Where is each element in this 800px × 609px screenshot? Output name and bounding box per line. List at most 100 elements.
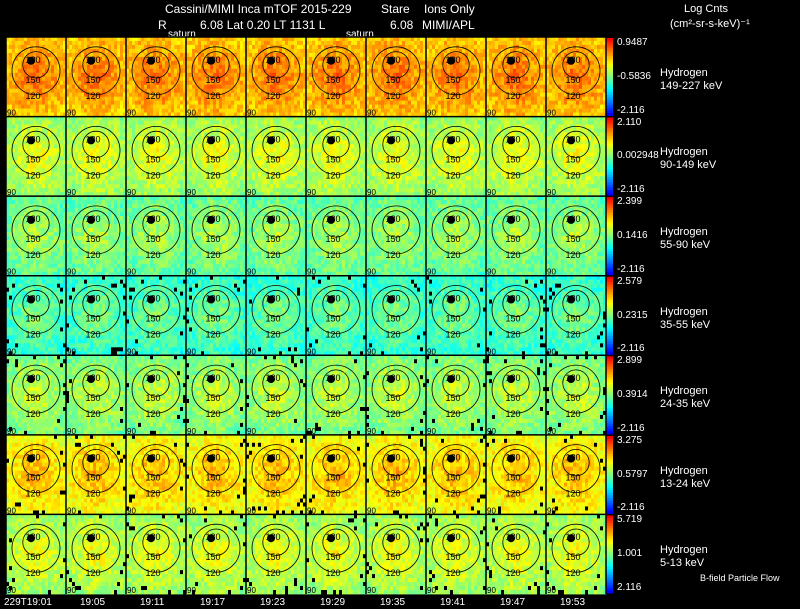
heatmap-pixel (66, 64, 70, 70)
heatmap-pixel (345, 64, 349, 70)
heatmap-pixel (9, 84, 13, 90)
heatmap-pixel (42, 68, 46, 74)
heatmap-pixel (330, 80, 334, 86)
heatmap-pixel (108, 64, 112, 70)
heatmap-pixel (411, 84, 415, 90)
heatmap-pixel (96, 72, 100, 78)
heatmap-pixel (168, 52, 172, 58)
heatmap-pixel (135, 37, 139, 42)
heatmap-pixel (321, 52, 325, 58)
heatmap-pixel (54, 120, 58, 125)
heatmap-pixel (183, 56, 187, 62)
heatmap-pixel (531, 104, 535, 110)
heatmap-pixel (60, 64, 64, 70)
heatmap-pixel (12, 132, 16, 137)
heatmap-pixel (441, 92, 445, 98)
heatmap-pixel (393, 108, 397, 113)
heatmap-pixel (483, 48, 487, 54)
heatmap-pixel (282, 112, 286, 117)
heatmap-pixel (549, 44, 553, 50)
heatmap-pixel (93, 120, 97, 125)
heatmap-pixel (108, 40, 112, 46)
heatmap-pixel (12, 96, 16, 102)
heatmap-pixel (192, 108, 196, 113)
heatmap-pixel (57, 40, 61, 46)
heatmap-pixel (252, 68, 256, 74)
heatmap-pixel (393, 88, 397, 94)
heatmap-pixel (408, 72, 412, 78)
heatmap-pixel (30, 184, 34, 189)
heatmap-pixel (369, 108, 373, 113)
heatmap-pixel (180, 40, 184, 46)
heatmap-pixel (123, 88, 127, 94)
heatmap-pixel (372, 48, 376, 54)
heatmap-pixel (594, 92, 598, 98)
heatmap-pixel (375, 56, 379, 62)
heatmap-pixel (438, 96, 442, 102)
heatmap-pixel (27, 180, 31, 185)
heatmap-pixel (510, 100, 514, 106)
heatmap-pixel (159, 120, 163, 125)
heatmap-pixel (324, 60, 328, 66)
heatmap-pixel (399, 72, 403, 78)
heatmap-pixel (426, 44, 430, 50)
heatmap-pixel (81, 56, 85, 62)
heatmap-pixel (567, 68, 571, 74)
heatmap-pixel (441, 108, 445, 113)
heatmap-pixel (306, 48, 310, 54)
contour-label: 150 (325, 75, 340, 85)
heatmap-pixel (369, 104, 373, 110)
heatmap-pixel (381, 100, 385, 106)
heatmap-pixel (132, 60, 136, 66)
heatmap-pixel (339, 108, 343, 113)
heatmap-pixel (12, 64, 16, 70)
heatmap-pixel (513, 68, 517, 74)
heatmap-pixel (300, 84, 304, 90)
heatmap-pixel (99, 100, 103, 106)
heatmap-pixel (285, 68, 289, 74)
heatmap-pixel (414, 92, 418, 98)
heatmap-pixel (456, 56, 460, 62)
heatmap-pixel (354, 64, 358, 70)
heatmap-pixel (282, 37, 286, 42)
heatmap-pixel (594, 72, 598, 78)
heatmap-pixel (336, 80, 340, 86)
heatmap-pixel (171, 100, 175, 106)
heatmap-pixel (189, 52, 193, 58)
heatmap-pixel (36, 164, 40, 169)
heatmap-pixel (405, 72, 409, 78)
heatmap-pixel (225, 100, 229, 106)
heatmap-pixel (294, 44, 298, 50)
heatmap-pixel (243, 52, 247, 58)
heatmap-pixel (399, 64, 403, 70)
heatmap-pixel (153, 37, 157, 42)
heatmap-pixel (279, 64, 283, 70)
heatmap-pixel (249, 80, 253, 86)
heatmap-pixel (366, 52, 370, 58)
heatmap-pixel (243, 88, 247, 94)
heatmap-pixel (222, 37, 226, 42)
saturn-marker (207, 56, 215, 65)
heatmap-pixel (15, 128, 19, 133)
heatmap-pixel (231, 80, 235, 86)
heatmap-pixel (75, 148, 79, 153)
heatmap-pixel (39, 60, 43, 66)
heatmap-pixel (120, 140, 124, 145)
heatmap-pixel (522, 88, 526, 94)
heatmap-pixel (144, 52, 148, 58)
heatmap-pixel (147, 112, 151, 117)
heatmap-pixel (465, 104, 469, 110)
heatmap-pixel (378, 92, 382, 98)
heatmap-pixel (417, 80, 421, 86)
heatmap-pixel (90, 188, 94, 193)
heatmap-pixel (279, 52, 283, 58)
heatmap-pixel (564, 64, 568, 70)
heatmap-pixel (387, 48, 391, 54)
heatmap-pixel (51, 52, 55, 58)
heatmap-pixel (111, 64, 115, 70)
heatmap-pixel (114, 52, 118, 58)
heatmap-pixel (462, 76, 466, 82)
heatmap-pixel (270, 108, 274, 113)
heatmap-pixel (27, 148, 31, 153)
